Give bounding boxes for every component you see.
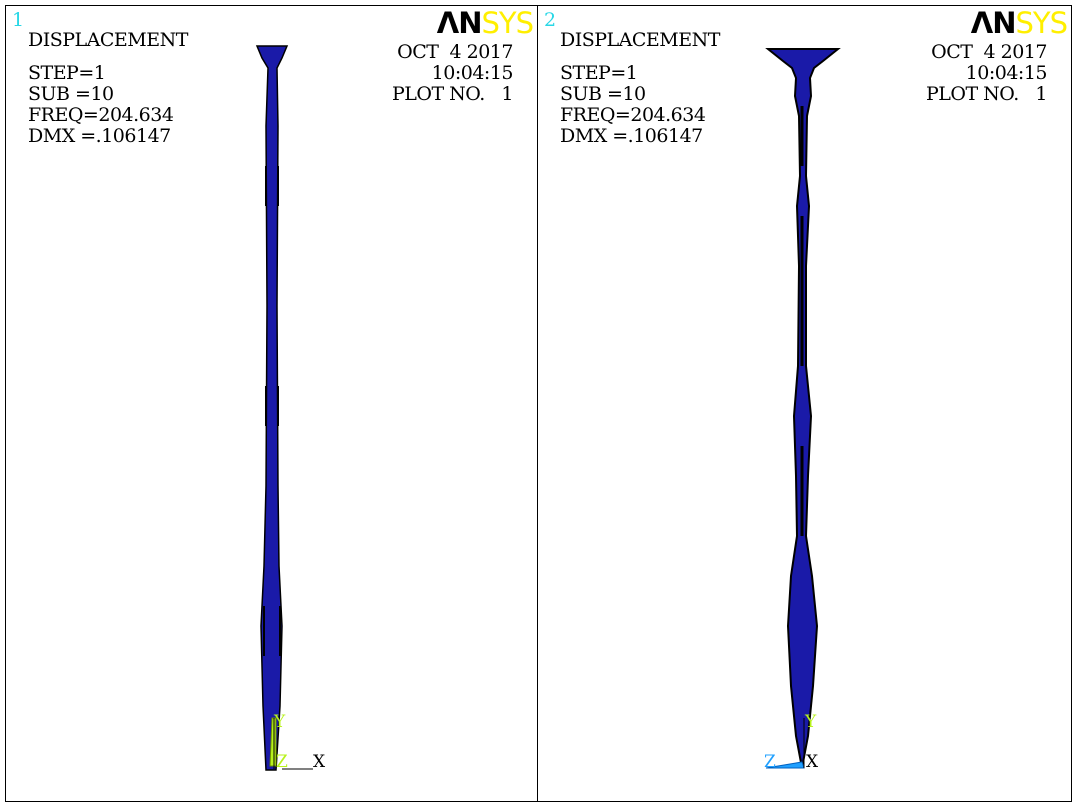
plot-number-label: PLOT NO. 1 xyxy=(391,83,514,105)
graphics-window-1[interactable]: 1 ΛNSYS DISPLACEMENT STEP=1 SUB =10 FREQ… xyxy=(5,5,538,802)
result-title: DISPLACEMENT xyxy=(28,29,188,51)
date-label: OCT 4 2017 xyxy=(397,41,513,63)
freq-label: FREQ=204.634 xyxy=(28,104,174,126)
triad-x-label: X xyxy=(313,752,326,772)
triad-y-label: Y xyxy=(805,712,817,732)
time-label: 10:04:15 xyxy=(431,62,514,84)
window-number: 2 xyxy=(544,9,557,31)
beam-model-2 xyxy=(765,48,841,769)
sub-label: SUB =10 xyxy=(560,83,646,105)
triad-x-label: X xyxy=(806,752,819,772)
step-label: STEP=1 xyxy=(28,62,106,84)
dmx-label: DMX =.106147 xyxy=(560,125,703,147)
triad-z-wedge-2 xyxy=(765,761,805,769)
beam-model-1 xyxy=(255,45,313,771)
result-title: DISPLACEMENT xyxy=(560,29,720,51)
triad-y-label: Y xyxy=(274,712,286,732)
ansys-logo: ΛNSYS xyxy=(970,6,1068,40)
beam-shape-1 xyxy=(255,45,289,771)
plot-number-label: PLOT NO. 1 xyxy=(925,83,1048,105)
triad-z-label: Z xyxy=(276,752,288,772)
step-label: STEP=1 xyxy=(560,62,638,84)
time-label: 10:04:15 xyxy=(965,62,1048,84)
graphics-window-2[interactable]: 2 ΛNSYS DISPLACEMENT STEP=1 SUB =10 FREQ… xyxy=(537,5,1072,802)
dmx-label: DMX =.106147 xyxy=(28,125,171,147)
result-info: DISPLACEMENT STEP=1 SUB =10 FREQ=204.634… xyxy=(560,30,720,147)
beam-shape-2 xyxy=(765,48,841,769)
ansys-logo: ΛNSYS xyxy=(436,6,534,40)
sub-label: SUB =10 xyxy=(28,83,114,105)
result-info: DISPLACEMENT STEP=1 SUB =10 FREQ=204.634… xyxy=(28,30,188,147)
window-number: 1 xyxy=(12,9,25,31)
freq-label: FREQ=204.634 xyxy=(560,104,706,126)
date-label: OCT 4 2017 xyxy=(931,41,1047,63)
date-stamp: OCT 4 2017 10:04:15 PLOT NO. 1 xyxy=(391,41,514,105)
date-stamp: OCT 4 2017 10:04:15 PLOT NO. 1 xyxy=(925,41,1048,105)
triad-z-label: Z xyxy=(764,752,776,772)
